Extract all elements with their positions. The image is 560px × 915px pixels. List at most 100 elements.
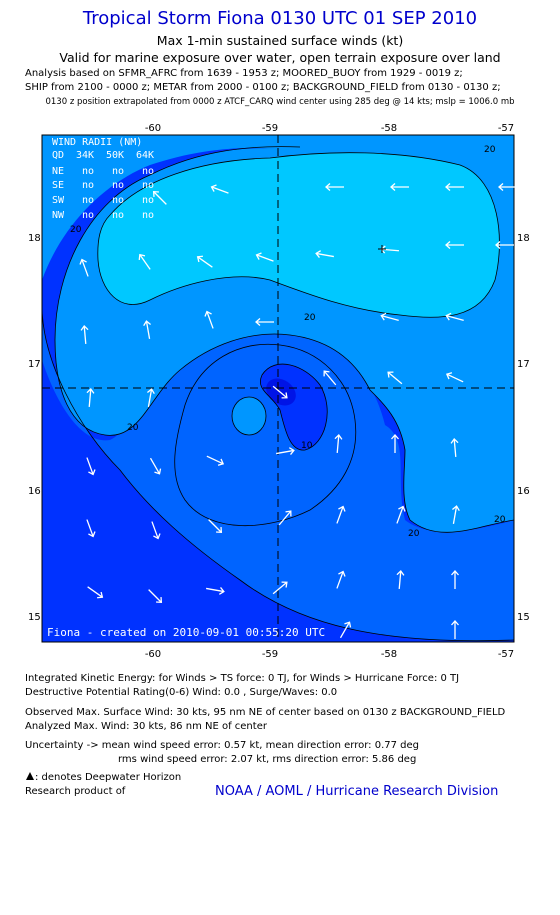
deepwater-label: : denotes Deepwater Horizon (35, 772, 182, 783)
creation-credit: Fiona - created on 2010-09-01 00:55:20 U… (47, 626, 325, 639)
org-link[interactable]: NOAA / AOML / Hurricane Research Divisio… (215, 784, 499, 799)
analyzed-max-line: Analyzed Max. Wind: 30 kts, 86 nm NE of … (25, 721, 267, 732)
radii-cell: no (82, 195, 94, 206)
subtitle-winds: Max 1-min sustained surface winds (kt) (156, 33, 404, 48)
wind-vector-arrow (86, 519, 96, 538)
lon-tick: -58 (381, 649, 397, 660)
radii-row-label: NE (52, 166, 64, 177)
wind-vector-arrow (206, 455, 225, 466)
wind-vector-arrow (255, 318, 274, 326)
wind-vector-arrow (79, 258, 89, 277)
lat-tick: 15 (28, 612, 41, 623)
contour-label: 20 (304, 313, 316, 323)
center-marker (378, 245, 386, 253)
radii-cell: no (112, 166, 124, 177)
lat-tick: 16 (517, 486, 530, 497)
wind-vector-arrow (87, 586, 104, 599)
contour-label: 20 (70, 225, 82, 235)
contour-labels: 20 20 20 20 20 10 20 (70, 145, 506, 539)
lat-tick: 17 (517, 359, 530, 370)
wind-vectors (79, 183, 524, 639)
radii-cell: no (142, 180, 154, 191)
wind-vector-arrow (278, 510, 292, 526)
wind-vector-arrow (86, 388, 95, 408)
radii-cell: no (112, 180, 124, 191)
radii-cell: no (112, 210, 124, 221)
lat-ticks-left: 18 17 16 15 (28, 233, 41, 623)
radii-row-label: SE (52, 180, 64, 191)
wind-vector-arrow (451, 570, 459, 589)
lon-tick: -58 (381, 123, 397, 134)
radii-cell: no (82, 180, 94, 191)
wind-vector-arrow (276, 447, 295, 455)
radii-row-label: NW (52, 210, 65, 221)
observed-max-line: Observed Max. Surface Wind: 30 kts, 95 n… (25, 707, 506, 718)
radii-title: WIND RADII (NM) (52, 137, 142, 148)
wind-vector-arrow (445, 183, 464, 191)
center-light-spot (232, 397, 266, 435)
lon-tick: -57 (498, 649, 514, 660)
wind-vector-arrow (152, 190, 167, 205)
wind-vector-arrow (204, 310, 214, 329)
wind-vector-arrow (445, 372, 464, 383)
lat-ticks-right: 18 17 16 15 (517, 233, 530, 623)
lat-tick: 18 (28, 233, 41, 244)
wind-vector-arrow (272, 581, 288, 595)
wind-vector-arrow (445, 312, 464, 321)
wind-vector-arrow (206, 587, 225, 595)
wind-vector-arrow (495, 241, 514, 249)
contour-label: 20 (494, 515, 506, 525)
contour-lines (42, 146, 514, 642)
uncertainty-line-1: Uncertainty -> mean wind speed error: 0.… (25, 740, 420, 751)
subtitle-validity: Valid for marine exposure over water, op… (59, 50, 501, 65)
ike-line: Integrated Kinetic Energy: for Winds > T… (25, 673, 460, 684)
lon-tick: -60 (145, 649, 161, 660)
lon-ticks-bottom: -60 -59 -58 -57 (145, 649, 514, 660)
lon-tick: -60 (145, 123, 161, 134)
wind-map: 20 20 20 20 20 10 20 WIND RADII (NM) QD … (28, 123, 530, 660)
wind-vector-arrow (151, 521, 161, 540)
wind-vector-arrow (445, 241, 464, 249)
wind-vector-arrow (516, 620, 524, 639)
region-light (97, 152, 500, 318)
wind-vector-arrow (315, 250, 334, 258)
lon-ticks-top: -60 -59 -58 -57 (145, 123, 514, 134)
triangle-icon (26, 772, 34, 780)
lon-tick: -59 (262, 649, 278, 660)
wind-vector-arrow (272, 385, 288, 399)
contour-label: 20 (408, 529, 420, 539)
wind-vector-arrow (147, 388, 155, 407)
contour-label: 20 (484, 145, 496, 155)
dpr-line: Destructive Potential Rating(0-6) Wind: … (25, 687, 338, 698)
contour-label: 10 (301, 441, 313, 451)
wind-vector-arrow (380, 312, 399, 321)
lat-tick: 18 (517, 233, 530, 244)
wind-vector-arrow (148, 589, 163, 604)
position-note: 0130 z position extrapolated from 0000 z… (45, 97, 515, 107)
wind-vector-arrow (143, 320, 151, 339)
lon-tick: -57 (498, 123, 514, 134)
wind-vector-arrow (451, 620, 459, 639)
radii-cell: no (82, 210, 94, 221)
wind-vector-arrow (390, 183, 409, 191)
wind-vector-arrow (80, 325, 89, 345)
wind-vector-arrow (255, 252, 274, 262)
lon-tick: -59 (262, 123, 278, 134)
wind-vector-arrow (396, 505, 406, 524)
contour-label: 20 (127, 423, 139, 433)
uncertainty-line-2: rms wind speed error: 2.07 kt, rms direc… (118, 754, 417, 765)
lat-tick: 16 (28, 486, 41, 497)
wind-vector-arrow (339, 621, 352, 639)
wind-vector-arrow (138, 253, 151, 270)
wind-vector-arrow (452, 505, 460, 524)
radii-h-64: 64K (136, 150, 154, 161)
wind-vector-arrow (334, 434, 343, 454)
lat-tick: 15 (517, 612, 530, 623)
wind-vector-arrow (196, 255, 213, 268)
radii-row-label: SW (52, 195, 65, 206)
radii-h-50: 50K (106, 150, 124, 161)
radii-cell: no (82, 166, 94, 177)
radii-cell: no (142, 166, 154, 177)
wind-vector-arrow (208, 519, 223, 534)
radii-h-34: 34K (76, 150, 94, 161)
